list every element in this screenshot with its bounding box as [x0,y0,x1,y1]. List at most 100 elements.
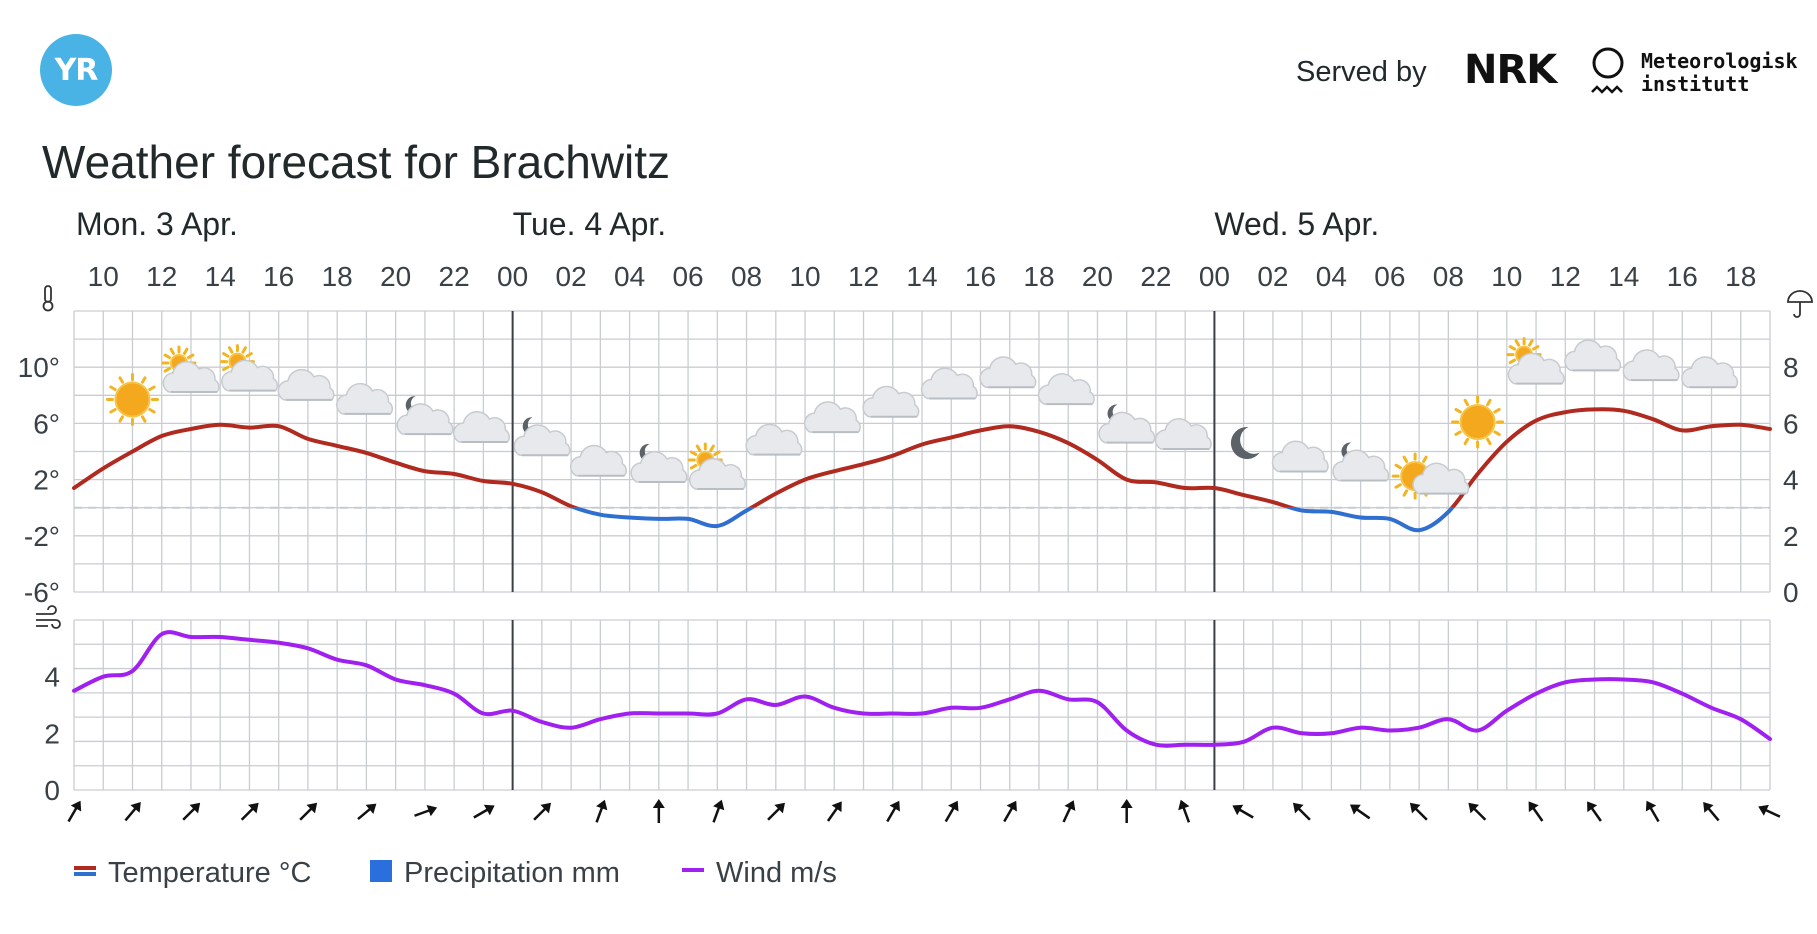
arrow-head [1178,799,1190,811]
x-tick-label: 06 [672,261,703,292]
sun-ray [1463,437,1470,446]
wind-direction-arrow [886,800,900,823]
cloud-shape [453,411,510,443]
met-institute-line2: institutt [1641,72,1750,96]
x-tick-label: 00 [497,261,528,292]
weather-symbol-cloudy [1622,349,1680,382]
weather-symbol-cloudy [1681,356,1739,389]
x-tick-label: 18 [322,261,353,292]
sun-ray [709,444,715,452]
wind-direction-arrow [357,803,377,821]
cloud-shape [396,403,454,435]
sun-ray [222,365,230,372]
sun-ray [1394,463,1402,470]
weather-symbol-cloudy [862,385,920,418]
arrow-head [1232,804,1244,816]
arrow-head [365,803,377,815]
x-tick-label: 16 [965,261,996,292]
sun-ray [241,346,247,354]
wind-direction-arrow [652,799,665,823]
precipitation-y-tick: 6 [1783,408,1799,439]
legend-item-temperature [74,866,96,876]
wind-direction-arrow [1587,801,1602,822]
wind-direction-arrow [767,802,785,821]
arrow-head [1703,802,1714,813]
arrow-head [948,800,959,812]
day-label: Mon. 3 Apr. [76,206,238,242]
sun-ray [1454,430,1462,436]
legend-label: Precipitation mm [404,857,620,889]
temperature-y-tick: -6° [24,577,60,608]
wind-direction-arrow [240,802,259,821]
x-tick-label: 08 [1433,261,1464,292]
sun-ray [1402,489,1409,497]
arrow-head [889,800,900,812]
wind-direction-arrow [473,804,495,819]
cloud-shape [745,423,803,456]
yr-logo[interactable]: YR [40,34,112,106]
wind-icon [36,605,61,629]
sun-ray [109,408,117,414]
umbrella-icon [1787,290,1813,318]
wind-direction-arrow [1703,802,1720,822]
weather-symbol-cloudy [453,411,510,444]
weather-symbol-partly-cloudy-night [513,417,571,457]
cloud-shape [1622,349,1680,381]
x-tick-label: 20 [380,261,411,292]
met-institute-logo[interactable]: Meteorologisk institutt [1641,50,1798,96]
x-tick-label: 04 [614,261,645,292]
x-tick-label: 18 [1023,261,1054,292]
wind-line [72,630,1772,748]
weather-symbol-clear-sky-day [105,373,159,426]
arrow-head [70,800,82,812]
cloud-shape [1037,373,1095,405]
nrk-logo[interactable]: NRK [1464,47,1557,93]
weather-symbol-cloudy [277,368,335,401]
sun-ray [222,352,230,358]
x-tick-label: 04 [1316,261,1347,292]
x-tick-label: 12 [146,261,177,292]
arrow-head [1645,800,1657,812]
cloud-shape [277,368,335,401]
cloud-shape [569,444,627,477]
x-tick-label: 22 [1140,261,1171,292]
wind-y-tick: 4 [44,662,60,693]
x-tick-label: 14 [1608,261,1639,292]
arrow-head [426,804,438,817]
sun-ray [140,415,147,423]
temperature-y-tick: -2° [24,521,60,552]
weather-symbol-cloudy [745,423,803,456]
moon-shape [1230,426,1260,459]
wind-direction-arrow [1120,799,1133,823]
wind-direction-arrow [533,802,552,821]
weather-symbol-cloudy [1271,440,1329,473]
wind-direction-arrow [1409,802,1428,821]
arrow-head [831,801,842,813]
thermometer-stem [44,285,52,303]
cloud-shape [1564,339,1622,372]
wind-direction-arrow [826,801,842,822]
sun-ray [1508,358,1517,365]
sun-ray [148,408,156,414]
arrow-head [1409,802,1421,814]
weather-symbol-cloudy [920,367,978,400]
sun-ray [1402,455,1409,463]
thermometer-icon [42,285,54,312]
sun-ray [1508,345,1517,351]
arrow-head [306,802,318,814]
temperature-y-tick: 2° [33,465,60,496]
wind-direction-arrow [124,802,141,822]
met-institute-line1: Meteorologisk [1641,49,1798,73]
weather-symbol-partly-cloudy-day [161,345,220,394]
legend-swatch-warm [74,866,96,870]
wind-direction-arrow [1232,804,1254,819]
sun-disc [114,381,151,418]
cloud-shape [1332,449,1390,482]
weather-symbol-partly-cloudy-night [1332,442,1390,482]
temperature-y-tick: 6° [33,408,60,439]
wind-direction-arrow [299,802,318,821]
x-tick-label: 08 [731,261,762,292]
legend-label: Temperature °C [108,857,311,889]
weather-symbol-partly-cloudy-night [396,396,454,436]
